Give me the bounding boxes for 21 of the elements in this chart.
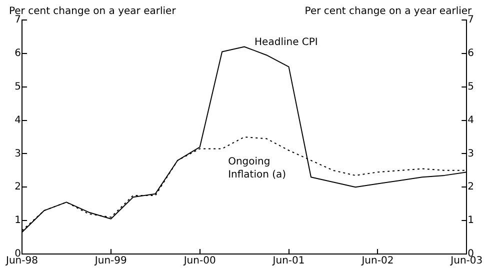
y2-tick-label: 2 [468, 182, 474, 193]
y-tick-label: 3 [14, 148, 21, 160]
y-tick-label: 1 [14, 215, 21, 226]
x-tick-label: Jun-99 [94, 256, 127, 267]
series-label: Headline CPI [254, 37, 318, 48]
x-tick-label: Jun-98 [4, 256, 38, 267]
y2-tick-label: 5 [468, 81, 474, 92]
y2-tick-label: 3 [468, 148, 474, 160]
y-tick-label: 2 [14, 182, 21, 193]
y2-tick-label: 4 [468, 114, 474, 126]
y2-tick-label: 1 [468, 215, 474, 226]
y2-tick-label: 7 [468, 14, 474, 26]
y-tick-label: 7 [14, 14, 21, 26]
x-tick-label: Jun-00 [182, 256, 216, 267]
y-tick-label: 5 [14, 81, 21, 92]
y2-tick-label: 6 [468, 48, 474, 60]
x-tick-label: Jun-01 [272, 256, 305, 267]
series-label: Ongoing Inflation (a) [228, 156, 286, 181]
y-tick-label: 4 [14, 114, 21, 126]
x-tick-label: Jun-02 [360, 256, 394, 267]
y-tick-label: 6 [14, 48, 21, 60]
